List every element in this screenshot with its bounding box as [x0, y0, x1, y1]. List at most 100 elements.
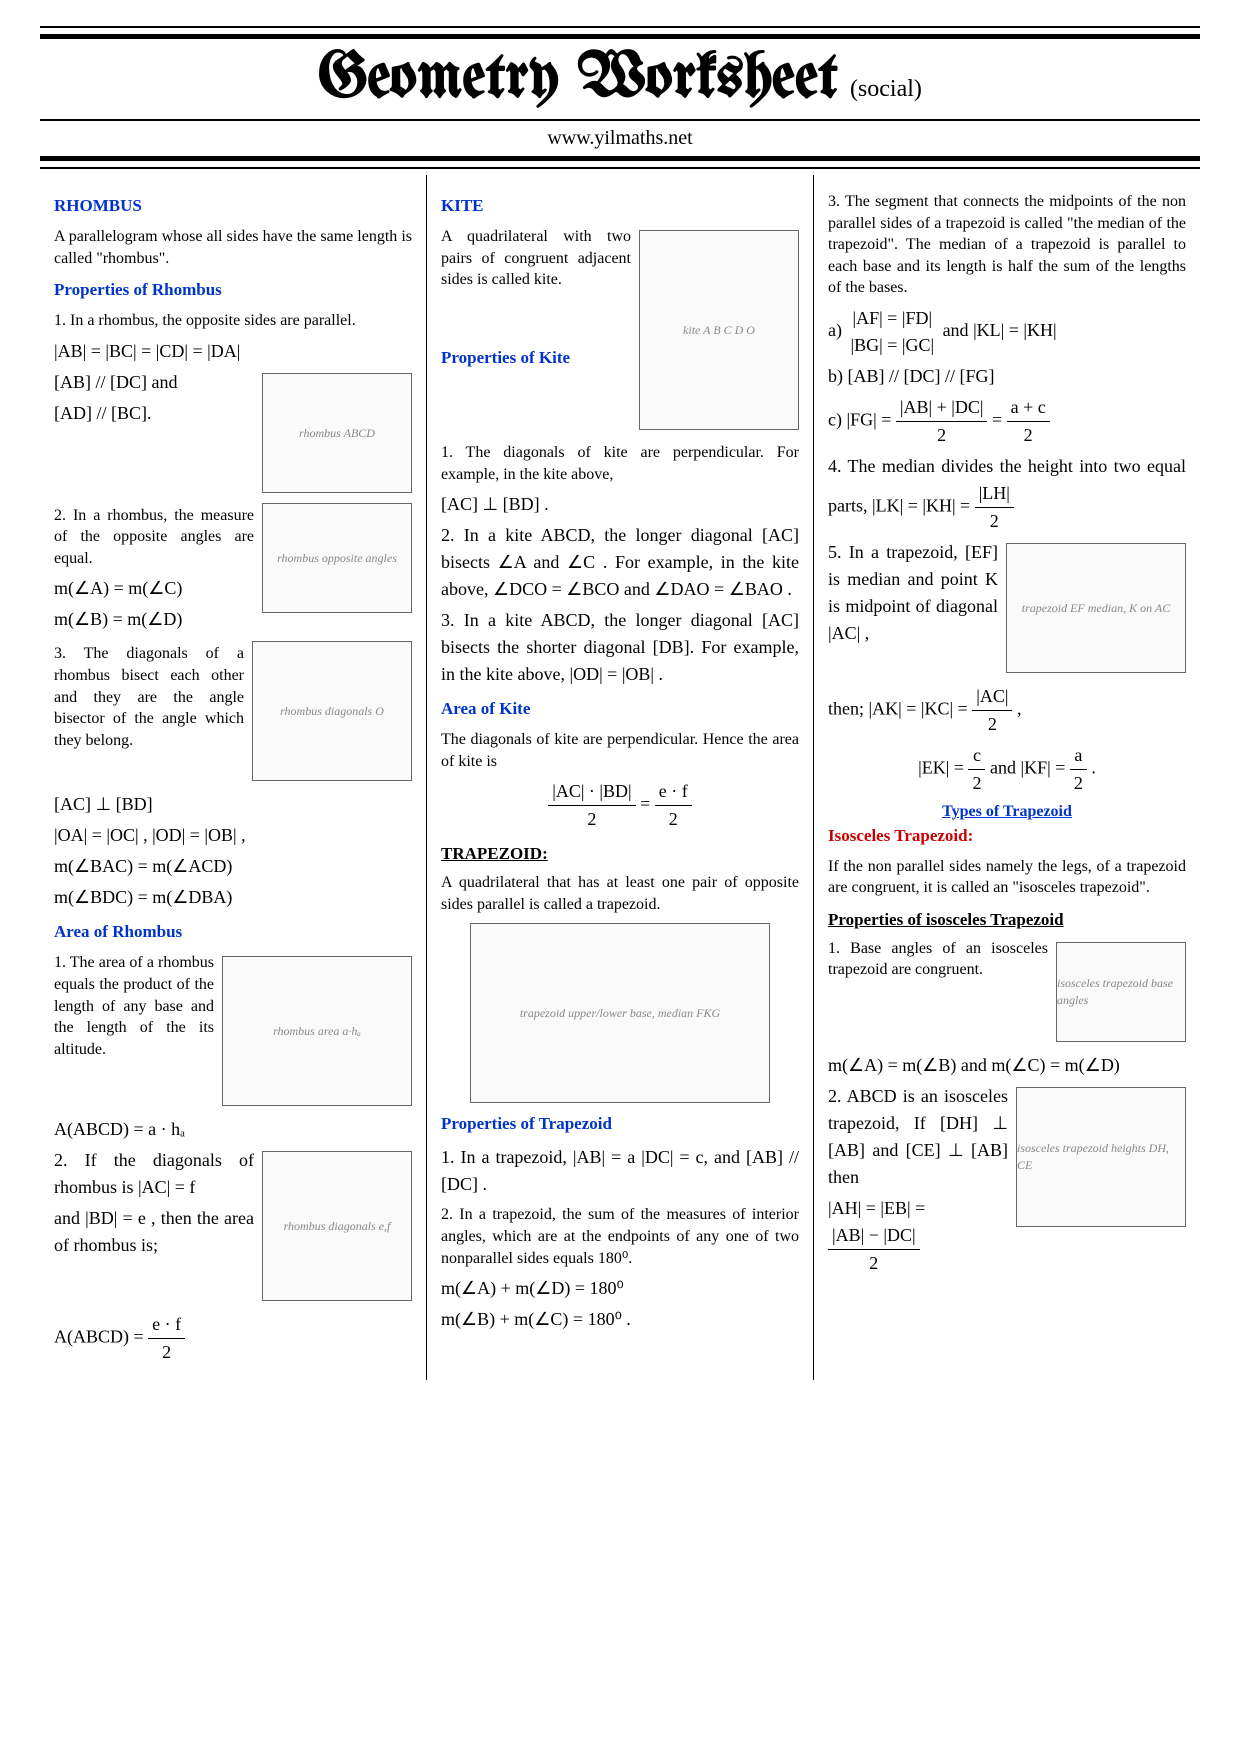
- iso-p2-den: 2: [828, 1250, 920, 1277]
- diagram-rhombus-5: rhombus diagonals e,f: [262, 1151, 412, 1301]
- trap-p5-num: |AC|: [972, 683, 1012, 711]
- heading-area-rhombus: Area of Rhombus: [54, 921, 412, 944]
- heading-trapezoid: TRAPEZOID:: [441, 843, 799, 866]
- trap-c-den2: 2: [1007, 422, 1050, 449]
- eq-diag1: [AC] ⊥ [BD]: [54, 791, 412, 818]
- title-row: Geometry Worksheet (social): [40, 47, 1200, 113]
- column-2: KITE kite A B C D O A quadrilateral with…: [426, 175, 813, 1380]
- trap-def: A quadrilateral that has at least one pa…: [441, 872, 799, 915]
- kite-area-frac2: e · f 2: [655, 778, 692, 833]
- trap-p5-dot: .: [1091, 758, 1096, 778]
- column-3: 3. The segment that connects the midpoin…: [813, 175, 1200, 1380]
- trap-p4-num: |LH|: [975, 480, 1014, 508]
- kite-area-den1: 2: [548, 806, 635, 833]
- trap-p5-ek-frac: c 2: [968, 742, 985, 797]
- site-url: www.yilmaths.net: [40, 127, 1200, 150]
- page-subtitle: (social): [850, 76, 922, 102]
- trap-a-and: and: [943, 320, 974, 340]
- trap-a-eq1: |AF| = |FD|: [846, 305, 938, 332]
- trap-p5-frac: |AC| 2: [972, 683, 1012, 738]
- iso-p1-eq: m(∠A) = m(∠B) and m(∠C) = m(∠D): [828, 1052, 1186, 1079]
- trap-p5-kf-lhs: |KF| =: [1020, 758, 1069, 778]
- trap-p5-and: and: [990, 758, 1021, 778]
- eq-diag4: m(∠BDC) = m(∠DBA): [54, 884, 412, 911]
- trap-c: c) |FG| = |AB| + |DC| 2 = a + c 2: [828, 394, 1186, 449]
- eq-area2-lhs: A(ABCD) =: [54, 1327, 148, 1347]
- heading-trap-props: Properties of Trapezoid: [441, 1113, 799, 1136]
- trap-p5-then-text: then; |AK| = |KC| =: [828, 699, 972, 719]
- trap-p3: 3. The segment that connects the midpoin…: [828, 191, 1186, 299]
- trap-p5-ekkf: |EK| = c 2 and |KF| = a 2 .: [828, 742, 1186, 797]
- kite-area-mid: =: [640, 794, 655, 814]
- trap-c-num2: a + c: [1007, 394, 1050, 422]
- heading-area-kite: Area of Kite: [441, 698, 799, 721]
- diagram-rhombus-2: rhombus opposite angles: [262, 503, 412, 613]
- trap-p5-then: then; |AK| = |KC| = |AC| 2 ,: [828, 683, 1186, 738]
- eq-area2-frac: e · f 2: [148, 1311, 185, 1366]
- diagram-rhombus-1: rhombus ABCD: [262, 373, 412, 493]
- trap-p5-den: 2: [972, 711, 1012, 738]
- trap-a-lhs: a): [828, 320, 846, 340]
- trap-p5-comma: ,: [1017, 699, 1022, 719]
- heading-rhombus: RHOMBUS: [54, 195, 412, 218]
- eq-diag2: |OA| = |OC| , |OD| = |OB| ,: [54, 822, 412, 849]
- iso-p2-lhs: |AH| = |EB| =: [828, 1198, 925, 1218]
- trap-p5-kf-frac: a 2: [1070, 742, 1087, 797]
- trap-c-frac1: |AB| + |DC| 2: [896, 394, 988, 449]
- trap-p4-frac: |LH| 2: [975, 480, 1014, 535]
- diagram-iso-2: isosceles trapezoid heights DH, CE: [1016, 1087, 1186, 1227]
- trap-p2-eq1: m(∠A) + m(∠D) = 180⁰: [441, 1275, 799, 1302]
- kite-area-den2: 2: [655, 806, 692, 833]
- diagram-trap-5: trapezoid EF median, K on AC: [1006, 543, 1186, 673]
- rule-under-title: [40, 119, 1200, 121]
- trap-c-lhs: c) |FG| =: [828, 410, 896, 430]
- rhombus-p1: 1. In a rhombus, the opposite sides are …: [54, 310, 412, 332]
- rhombus-intro-text: A parallelogram whose all sides have the…: [54, 228, 412, 267]
- iso-p2-frac: |AB| − |DC| 2: [828, 1222, 920, 1277]
- rule-mid-thick: [40, 156, 1200, 161]
- kite-p1: 1. The diagonals of kite are perpendicul…: [441, 442, 799, 485]
- columns: RHOMBUS A parallelogram whose all sides …: [40, 175, 1200, 1380]
- trap-a-eq3: |KL| = |KH|: [973, 320, 1057, 340]
- page-title: Geometry Worksheet: [318, 47, 838, 113]
- trap-p1: 1. In a trapezoid, |AB| = a |DC| = c, an…: [441, 1144, 799, 1198]
- diagram-rhombus-4: rhombus area a·hₐ: [222, 956, 412, 1106]
- eq-area2: A(ABCD) = e · f 2: [54, 1311, 412, 1366]
- trap-a: a) |AF| = |FD| |BG| = |GC| and |KL| = |K…: [828, 305, 1186, 359]
- kite-p3: 3. In a kite ABCD, the longer diagonal […: [441, 607, 799, 688]
- trap-p4-den: 2: [975, 508, 1014, 535]
- kite-area-num1: |AC| · |BD|: [548, 778, 635, 806]
- trap-c-num1: |AB| + |DC|: [896, 394, 988, 422]
- eq-diag3: m(∠BAC) = m(∠ACD): [54, 853, 412, 880]
- trap-c-mid: =: [992, 410, 1007, 430]
- heading-kite: KITE: [441, 195, 799, 218]
- column-1: RHOMBUS A parallelogram whose all sides …: [40, 175, 426, 1380]
- trap-p2: 2. In a trapezoid, the sum of the measur…: [441, 1204, 799, 1269]
- diagram-kite: kite A B C D O: [639, 230, 799, 430]
- heading-rhombus-props: Properties of Rhombus: [54, 279, 412, 302]
- kite-p1-eq: [AC] ⊥ [BD] .: [441, 491, 799, 518]
- iso-def: If the non parallel sides namely the leg…: [828, 856, 1186, 899]
- eq-area2-num: e · f: [148, 1311, 185, 1339]
- rhombus-intro: A parallelogram whose all sides have the…: [54, 226, 412, 269]
- kite-area-text: The diagonals of kite are perpendicular.…: [441, 729, 799, 772]
- kite-p2: 2. In a kite ABCD, the longer diagonal […: [441, 522, 799, 603]
- kite-area-num2: e · f: [655, 778, 692, 806]
- trap-c-frac2: a + c 2: [1007, 394, 1050, 449]
- rule-top-thick: [40, 34, 1200, 39]
- heading-iso-props: Properties of isosceles Trapezoid: [828, 909, 1186, 932]
- iso-p2-num: |AB| − |DC|: [828, 1222, 920, 1250]
- kite-area-frac1: |AC| · |BD| 2: [548, 778, 635, 833]
- trap-a-stack: |AF| = |FD| |BG| = |GC|: [846, 305, 938, 359]
- heading-iso-trap: Isosceles Trapezoid:: [828, 825, 1186, 848]
- eq-area2-den: 2: [148, 1339, 185, 1366]
- eq-sides: |AB| = |BC| = |CD| = |DA|: [54, 338, 412, 365]
- trap-p2-eq2: m(∠B) + m(∠C) = 180⁰ .: [441, 1306, 799, 1333]
- diagram-iso-1: isosceles trapezoid base angles: [1056, 942, 1186, 1042]
- trap-b: b) [AB] // [DC] // [FG]: [828, 363, 1186, 390]
- trap-p5-kf-den: 2: [1070, 770, 1087, 797]
- types-heading-row: Types of Trapezoid: [828, 801, 1186, 823]
- trap-c-den1: 2: [896, 422, 988, 449]
- rule-mid-thin: [40, 167, 1200, 169]
- rule-top-thin: [40, 26, 1200, 28]
